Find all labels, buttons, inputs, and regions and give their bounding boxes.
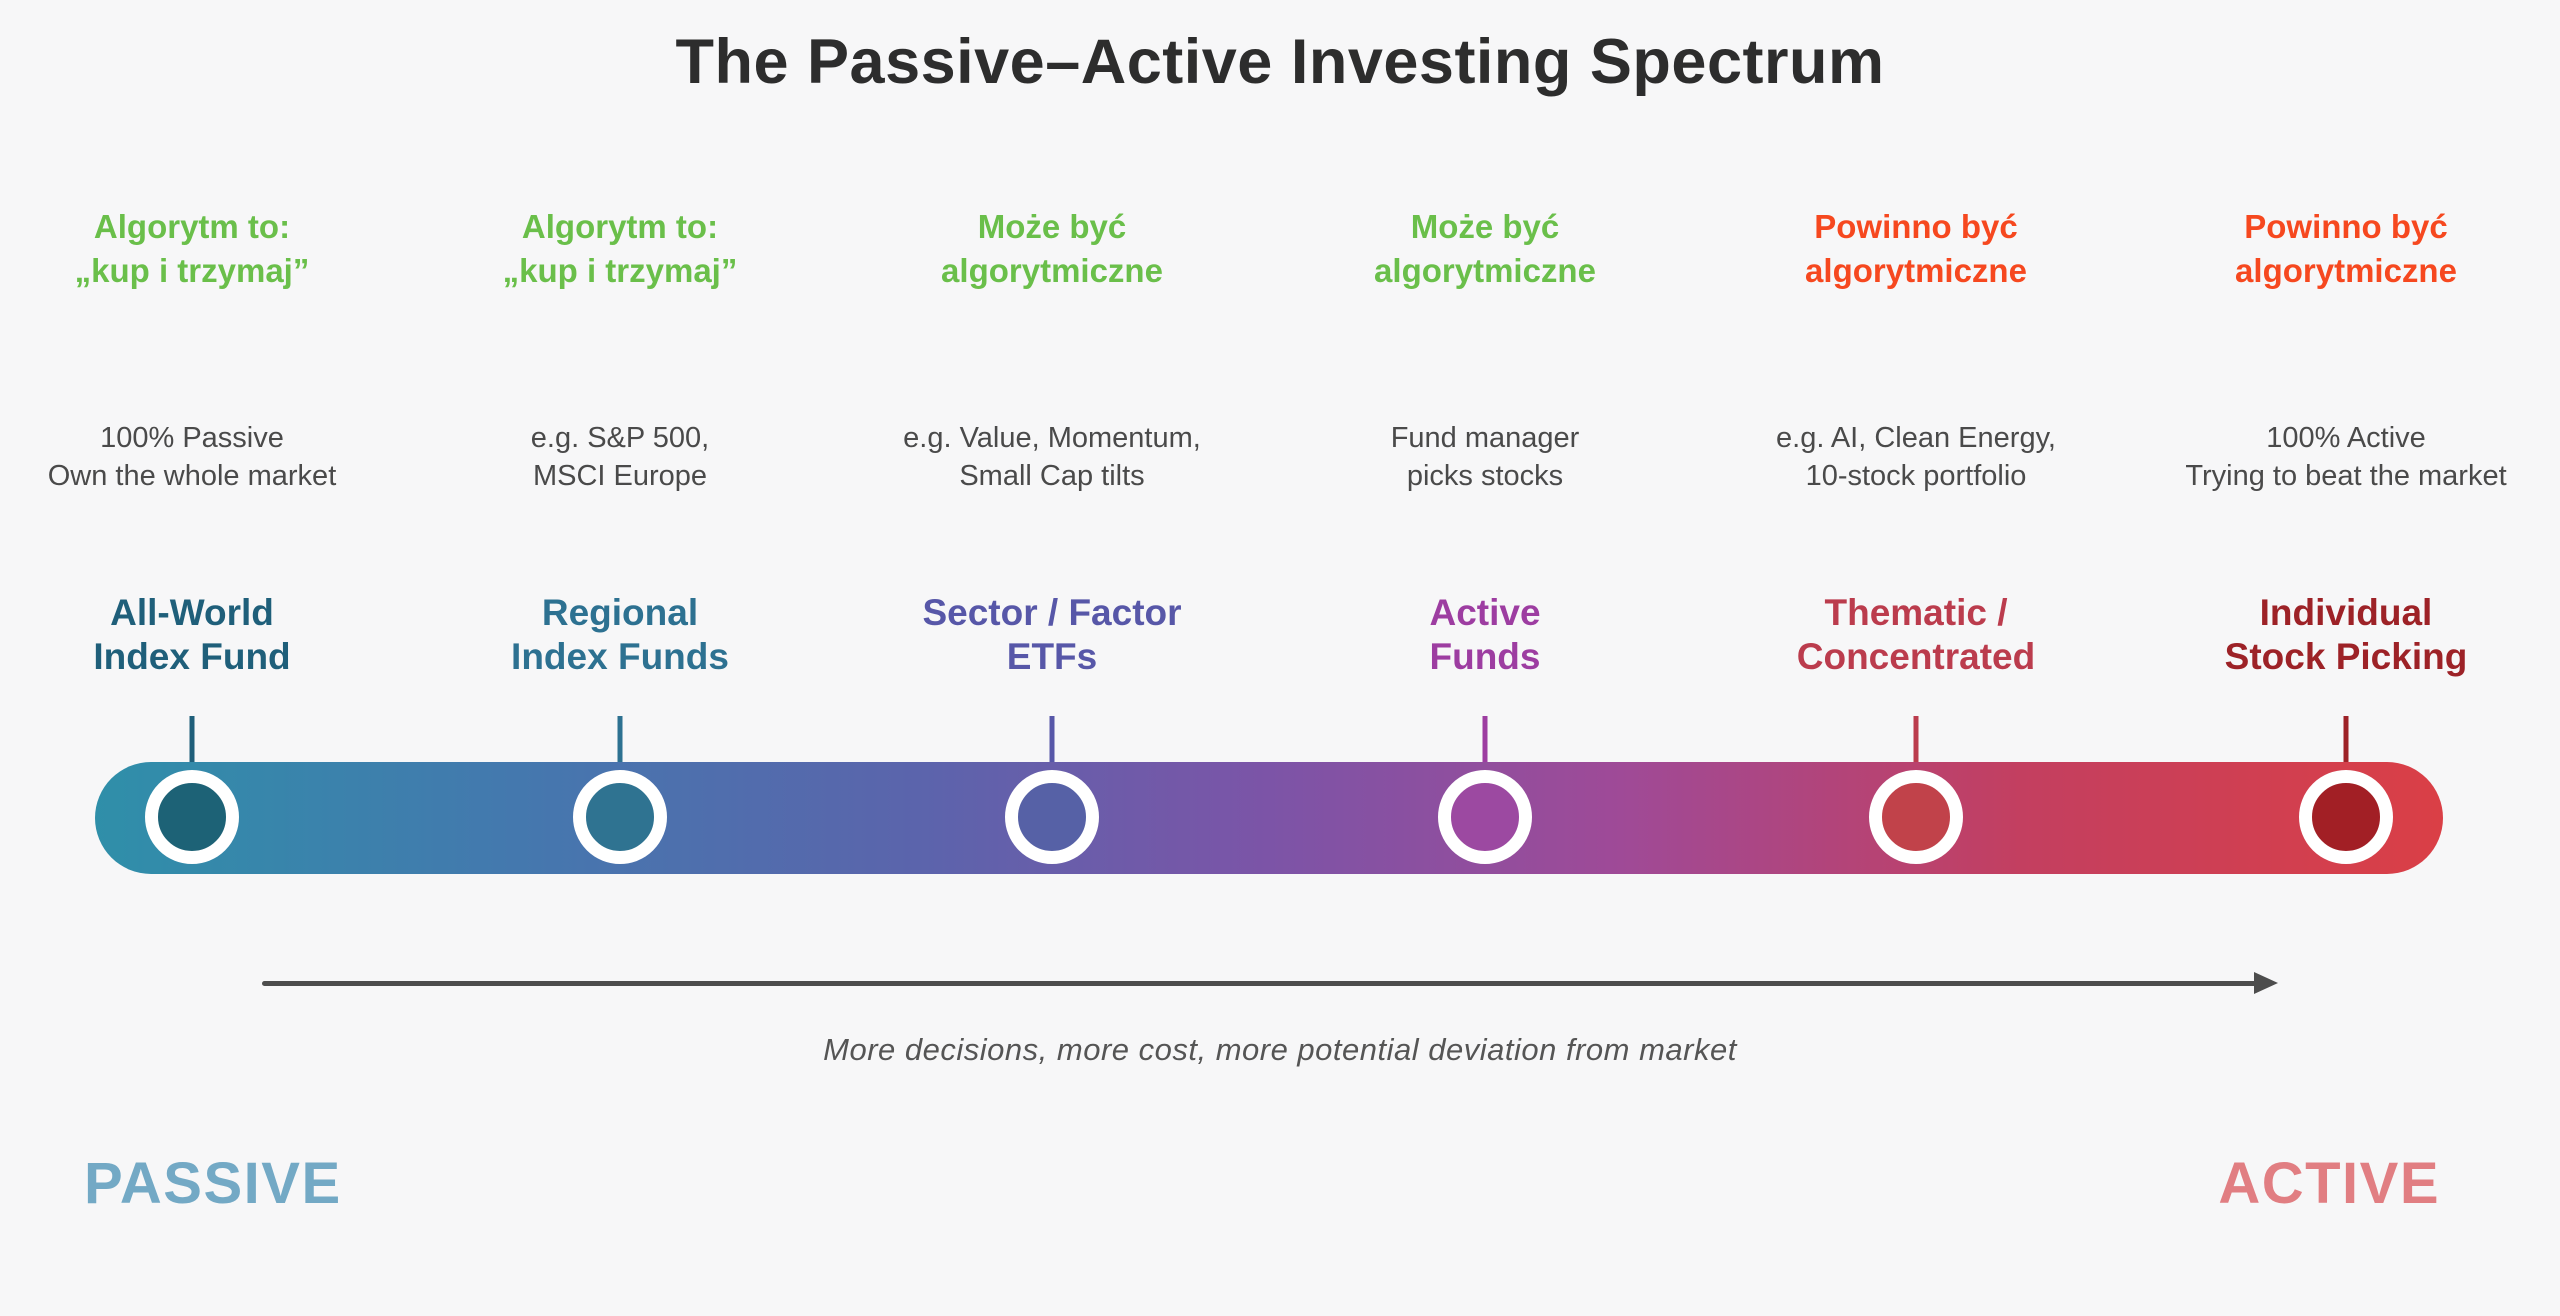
column-description: e.g. S&P 500, MSCI Europe <box>530 422 710 492</box>
algorithm-note: Algorytm to: „kup i trzymaj” <box>74 208 310 289</box>
page-title: The Passive–Active Investing Spectrum <box>675 27 1885 97</box>
connector-line <box>1482 716 1488 764</box>
column-heading: Active Funds <box>1429 592 1541 678</box>
column-heading: All-World Index Fund <box>93 592 291 678</box>
spectrum-column-thematic: Powinno być algorytmiczne e.g. AI, Clean… <box>1696 0 2136 1316</box>
spectrum-column-all-world: Algorytm to: „kup i trzymaj” 100% Passiv… <box>0 0 412 1316</box>
algorithm-note: Algorytm to: „kup i trzymaj” <box>502 208 738 289</box>
column-heading: Individual Stock Picking <box>2224 592 2468 678</box>
column-description: Fund manager picks stocks <box>1390 422 1580 492</box>
spectrum-column-regional: Algorytm to: „kup i trzymaj” e.g. S&P 50… <box>400 0 840 1316</box>
column-heading: Regional Index Funds <box>511 592 729 678</box>
spectrum-node-marker <box>145 770 239 864</box>
algorithm-note: Powinno być algorytmiczne <box>1805 208 2027 289</box>
spectrum-column-sector-factor: Może być algorytmiczne e.g. Value, Momen… <box>832 0 1272 1316</box>
algorithm-note: Może być algorytmiczne <box>1374 208 1596 289</box>
spectrum-column-active-funds: Może być algorytmiczne Fund manager pick… <box>1265 0 1705 1316</box>
column-description: e.g. Value, Momentum, Small Cap tilts <box>903 422 1201 492</box>
connector-line <box>1913 716 1919 764</box>
passive-label: PASSIVE <box>84 1151 342 1216</box>
column-description: 100% Passive Own the whole market <box>47 422 337 492</box>
spectrum-node-marker <box>1005 770 1099 864</box>
column-description: 100% Active Trying to beat the market <box>2185 422 2507 492</box>
connector-line <box>617 716 623 764</box>
algorithm-note: Może być algorytmiczne <box>941 208 1163 289</box>
connector-line <box>1049 716 1055 764</box>
column-heading: Thematic / Concentrated <box>1796 592 2036 678</box>
spectrum-bar <box>95 762 2443 874</box>
spectrum-column-stock-picking: Powinno być algorytmiczne 100% Active Tr… <box>2126 0 2560 1316</box>
connector-line <box>2343 716 2349 764</box>
spectrum-node-marker <box>1869 770 1963 864</box>
spectrum-node-marker <box>1438 770 1532 864</box>
arrow-head-icon <box>2254 972 2278 994</box>
spectrum-node-marker <box>2299 770 2393 864</box>
active-label: ACTIVE <box>2218 1151 2440 1216</box>
column-description: e.g. AI, Clean Energy, 10-stock portfoli… <box>1776 422 2056 492</box>
algorithm-note: Powinno być algorytmiczne <box>2235 208 2457 289</box>
direction-arrow-line <box>262 981 2258 986</box>
spectrum-node-marker <box>573 770 667 864</box>
arrow-caption: More decisions, more cost, more potentia… <box>823 1032 1737 1067</box>
connector-line <box>189 716 195 764</box>
column-heading: Sector / Factor ETFs <box>922 592 1182 678</box>
